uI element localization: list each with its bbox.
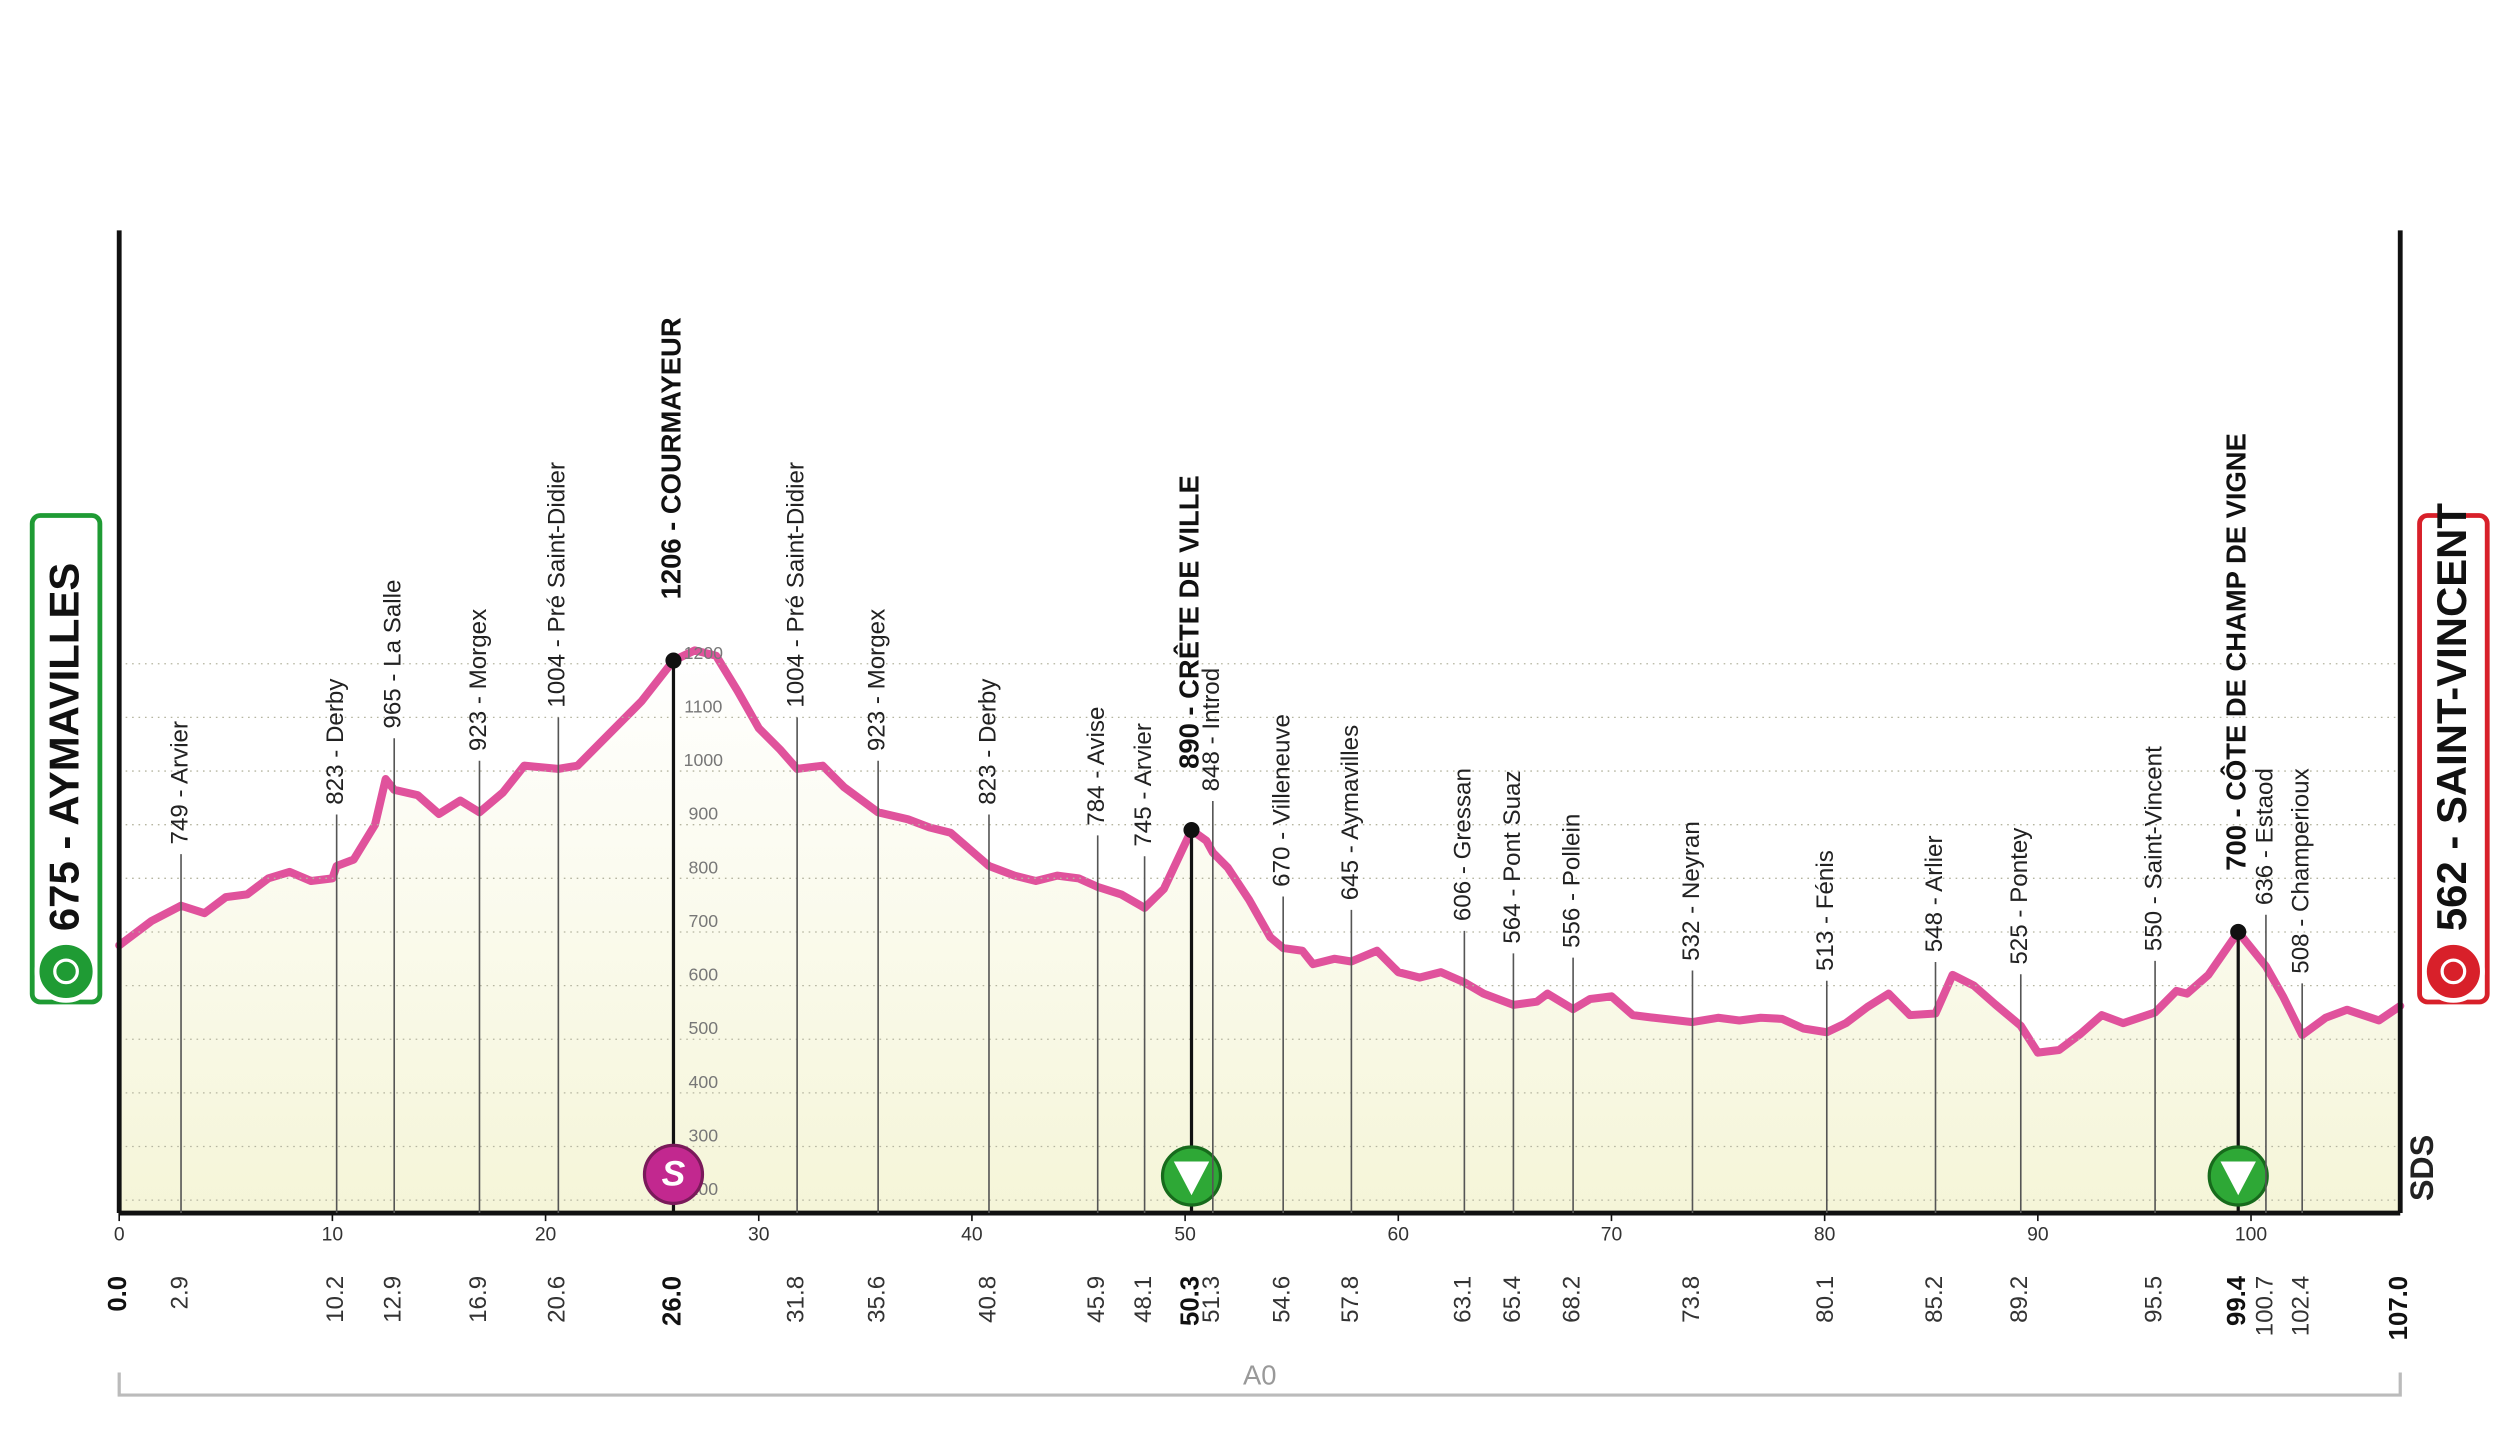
waypoint-label: 606 - Gressan — [1450, 768, 1477, 921]
waypoint-label: 965 - La Salle — [380, 580, 407, 729]
km-label: 73.8 — [1678, 1276, 1705, 1323]
kom-triangle — [2220, 1161, 2256, 1196]
waypoint-label: 749 - Arvier — [166, 721, 193, 845]
km-label: 99.4 — [2223, 1275, 2251, 1326]
km-label: 20.6 — [544, 1276, 571, 1323]
logo: SDS — [2404, 1135, 2440, 1201]
x-tick-label: 70 — [1601, 1225, 1623, 1246]
y-tick-label: 300 — [689, 1126, 719, 1146]
waypoint-label: 550 - Saint-Vincent — [2140, 746, 2167, 951]
start-icon-dot — [53, 958, 79, 985]
waypoint-label: 645 - Aymavilles — [1337, 725, 1364, 900]
start-icon — [34, 939, 98, 1003]
km-label: 35.6 — [864, 1276, 891, 1323]
y-tick-label: 1200 — [684, 643, 724, 663]
km-label: 102.4 — [2288, 1276, 2315, 1336]
waypoint-label: 548 - Arlier — [1921, 835, 1948, 952]
km-label: 107.0 — [2385, 1276, 2413, 1340]
waypoint-label: 513 - Fénis — [1812, 850, 1839, 971]
km-label: 54.6 — [1269, 1276, 1296, 1323]
y-tick-label: 1100 — [684, 696, 722, 716]
km-label: 95.5 — [2140, 1276, 2167, 1323]
km-label: 50.3 — [1176, 1276, 1204, 1326]
y-tick-label: 1000 — [684, 750, 724, 770]
summit-dot — [2230, 923, 2247, 941]
waypoint-label: 700 - CÔTE DE CHAMP DE VIGNE — [2220, 433, 2251, 871]
y-tick-label: 800 — [689, 857, 719, 877]
waypoint-label: 564 - Pont Suaz — [1499, 770, 1526, 943]
waypoint-label: 848 - Introd — [1198, 668, 1225, 792]
x-tick-label: 20 — [535, 1225, 557, 1246]
waypoint-label: 923 - Morgex — [465, 609, 492, 751]
road-label: A0 — [1243, 1360, 1276, 1391]
km-label: 2.9 — [166, 1276, 193, 1310]
y-tick-label: 400 — [689, 1072, 719, 1092]
km-label: 40.8 — [974, 1276, 1001, 1323]
km-label: 51.3 — [1198, 1276, 1225, 1323]
km-label: 85.2 — [1921, 1276, 1948, 1323]
km-label: 45.9 — [1083, 1276, 1110, 1323]
finish-icon-dot — [2440, 958, 2467, 985]
profile-line — [115, 646, 2405, 1057]
km-label: 65.4 — [1499, 1276, 1526, 1323]
x-tick-label: 50 — [1174, 1225, 1196, 1246]
waypoint-label: 745 - Arvier — [1130, 723, 1157, 847]
waypoint-label: 1004 - Pré Saint-Didier — [782, 462, 809, 708]
km-label: 100.7 — [2251, 1276, 2278, 1336]
x-tick-label: 10 — [322, 1225, 344, 1246]
road-bracket — [117, 1372, 2402, 1397]
km-label: 68.2 — [1558, 1276, 1585, 1323]
x-tick-label: 100 — [2235, 1225, 2267, 1246]
summit-dot — [1183, 821, 1200, 839]
km-label: 0.0 — [104, 1276, 132, 1312]
finish-icon — [2421, 939, 2485, 1003]
waypoint-label: 923 - Morgex — [864, 609, 891, 751]
y-tick-label: 600 — [689, 965, 719, 985]
waypoint-label: 525 - Pontey — [2006, 827, 2033, 965]
waypoint-label: 532 - Neyran — [1678, 821, 1705, 961]
y-tick-label: 500 — [689, 1018, 719, 1038]
summit-dot — [665, 652, 682, 669]
y-tick-label: 900 — [689, 804, 719, 824]
sprint-symbol: S — [662, 1153, 686, 1193]
x-tick-label: 80 — [1814, 1225, 1835, 1246]
y-tick-label: 700 — [689, 911, 719, 931]
start-label: 675 - AYMAVILLES — [41, 563, 88, 931]
x-tick-label: 40 — [961, 1225, 983, 1246]
waypoint-label: 784 - Avise — [1083, 707, 1110, 826]
km-label: 57.8 — [1337, 1276, 1364, 1323]
waypoint-label: 670 - Villeneuve — [1269, 714, 1296, 887]
finish-label: 562 - SAINT-VINCENT — [2428, 503, 2475, 932]
x-tick-label: 90 — [2027, 1225, 2048, 1246]
x-tick-label: 60 — [1388, 1225, 1410, 1246]
sprint-icon — [642, 1143, 705, 1205]
kom-triangle — [1173, 1161, 1210, 1196]
waypoint-label: 508 - Champerioux — [2288, 768, 2315, 973]
km-label: 12.9 — [380, 1276, 407, 1323]
waypoint-label: 823 - Derby — [322, 678, 349, 805]
km-label: 80.1 — [1812, 1276, 1839, 1323]
x-tick-label: 30 — [748, 1225, 770, 1246]
km-label: 16.9 — [465, 1276, 492, 1323]
waypoint-label: 1206 - COURMAYEUR — [656, 317, 687, 599]
km-label: 63.1 — [1450, 1276, 1477, 1323]
km-label: 26.0 — [658, 1276, 686, 1326]
waypoint-label: 823 - Derby — [974, 678, 1001, 805]
km-label: 31.8 — [782, 1276, 809, 1323]
waypoint-label: 890 - CRÊTE DE VILLE — [1174, 475, 1205, 769]
x-tick-label: 0 — [114, 1225, 125, 1246]
km-label: 89.2 — [2006, 1276, 2033, 1323]
waypoint-label: 556 - Pollein — [1558, 814, 1585, 948]
km-label: 10.2 — [322, 1276, 349, 1323]
waypoint-label: 636 - Estaod — [2251, 768, 2278, 905]
km-label: 48.1 — [1130, 1276, 1157, 1323]
waypoint-label: 1004 - Pré Saint-Didier — [544, 462, 571, 708]
